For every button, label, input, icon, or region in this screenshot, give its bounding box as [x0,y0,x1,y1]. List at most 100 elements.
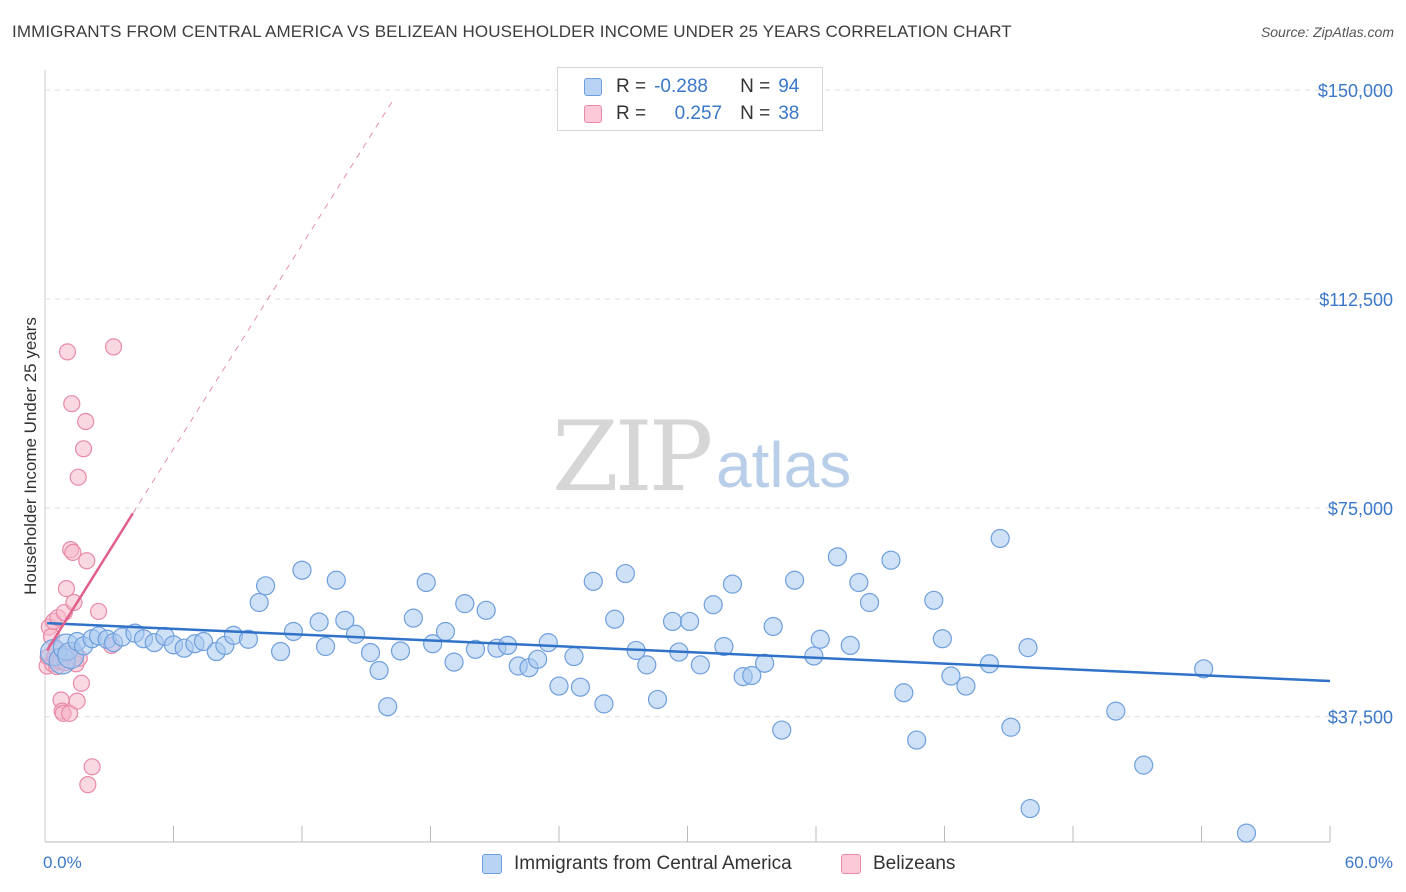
central-america-point [435,621,456,642]
central-america-point [1134,755,1154,775]
central-america-point [1106,701,1126,721]
belizeans-point [78,552,96,570]
central-america-point [979,654,1000,674]
central-america-point [763,616,783,637]
belizeans-points [38,338,123,794]
central-america-point [990,528,1010,549]
central-america-point [1194,659,1214,679]
y-tick-label: $112,500 [1319,290,1393,310]
belizeans-point [61,704,79,722]
central-america-point [549,676,569,696]
central-america-point [476,600,496,620]
central-america-point [292,560,312,580]
legend-row-central-america: R = -0.288 N = 94 [584,75,799,99]
central-america-point [924,590,944,610]
central-america-point [840,635,860,656]
legend-n-value: 38 [778,103,800,124]
central-america-point [827,547,848,567]
belizeans-point [68,692,86,710]
belizeans-point [58,343,77,361]
central-america-point [810,629,830,649]
y-tick-label: $150,000 [1318,81,1393,101]
central-america-point [605,609,625,629]
belizeans-point [57,579,76,598]
central-america-point [378,697,398,717]
central-america-point [647,689,668,710]
central-america-point [255,576,276,596]
central-america-point [326,570,346,590]
bottom-legend-label: Immigrants from Central America [514,853,792,874]
central-america-point [1236,823,1257,843]
central-america-point [1020,798,1040,819]
legend-n-label: N = [740,76,771,97]
central-america-point [249,592,269,613]
central-america-trend-line [47,621,1331,683]
trend-lines [46,98,1331,683]
bottom-legend-central-america: Immigrants from Central America [482,852,792,876]
central-america-point [784,570,805,590]
x-tick-label: 60.0% [1345,853,1393,872]
central-america-point [754,653,775,673]
legend-r-label: R = [616,103,647,124]
central-america-point [416,572,436,593]
central-america-point [680,611,700,632]
central-america-point [390,641,411,661]
legend-row-belizeans: R = 0.257 N = 38 [584,102,799,126]
central-america-point [772,720,792,740]
belizeans-point [83,758,101,776]
gridlines [45,89,1395,718]
legend-r-label: R = [616,76,647,97]
belizeans-point [89,602,108,621]
central-america-point [309,612,329,632]
belizeans-point [69,468,87,486]
central-america-point [690,655,710,675]
y-tick-label: $75,000 [1328,499,1393,519]
central-america-point [594,694,614,714]
central-america-point [1018,638,1038,658]
watermark: ZIP atlas [552,401,851,513]
central-america-point [564,646,584,667]
belizeans-point [104,338,123,356]
central-america-point [615,563,635,584]
central-america-point [637,655,657,675]
central-america-point [193,631,214,652]
central-america-point [444,652,464,672]
central-america-point [538,633,558,653]
bottom-legend-swatch-blue [482,854,502,874]
central-america-point [455,594,475,614]
central-america-point [527,649,548,669]
central-america-point [465,639,486,659]
central-america-point [742,665,762,686]
central-america-point [335,610,355,630]
chart-title: IMMIGRANTS FROM CENTRAL AMERICA VS BELIZ… [12,22,1012,41]
central-america-point [722,574,743,594]
central-america-point [360,643,381,663]
legend-r-value: 0.257 [674,103,723,124]
belizeans-point [77,412,95,431]
central-america-point [859,592,880,613]
central-america-point [956,676,976,696]
central-america-point [369,660,389,681]
central-america-point [662,611,683,632]
bottom-legend-swatch-pink [841,854,861,874]
x-tick-label: 0.0% [43,853,82,872]
axes [44,70,1331,843]
central-america-point [345,624,366,644]
belizeans-trend-extension [132,98,395,514]
legend-n-label: N = [740,103,771,124]
central-america-point [714,636,734,657]
belizeans-point [79,776,97,794]
central-america-point [932,629,952,649]
belizeans-point [74,440,93,458]
belizeans-point [63,395,81,413]
central-america-point [907,730,927,750]
bottom-legend-belizeans: Belizeans [841,852,955,876]
central-america-point [315,636,336,657]
stats-legend: R = -0.288 N = 94 R = 0.257 N = 38 [557,67,823,131]
belizeans-trend-line [46,512,134,652]
legend-swatch-pink [584,105,602,123]
legend-r-value: -0.288 [654,76,708,97]
belizeans-point [72,674,91,692]
legend-swatch-blue [584,78,602,96]
source-label: Source: ZipAtlas.com [1260,24,1394,40]
